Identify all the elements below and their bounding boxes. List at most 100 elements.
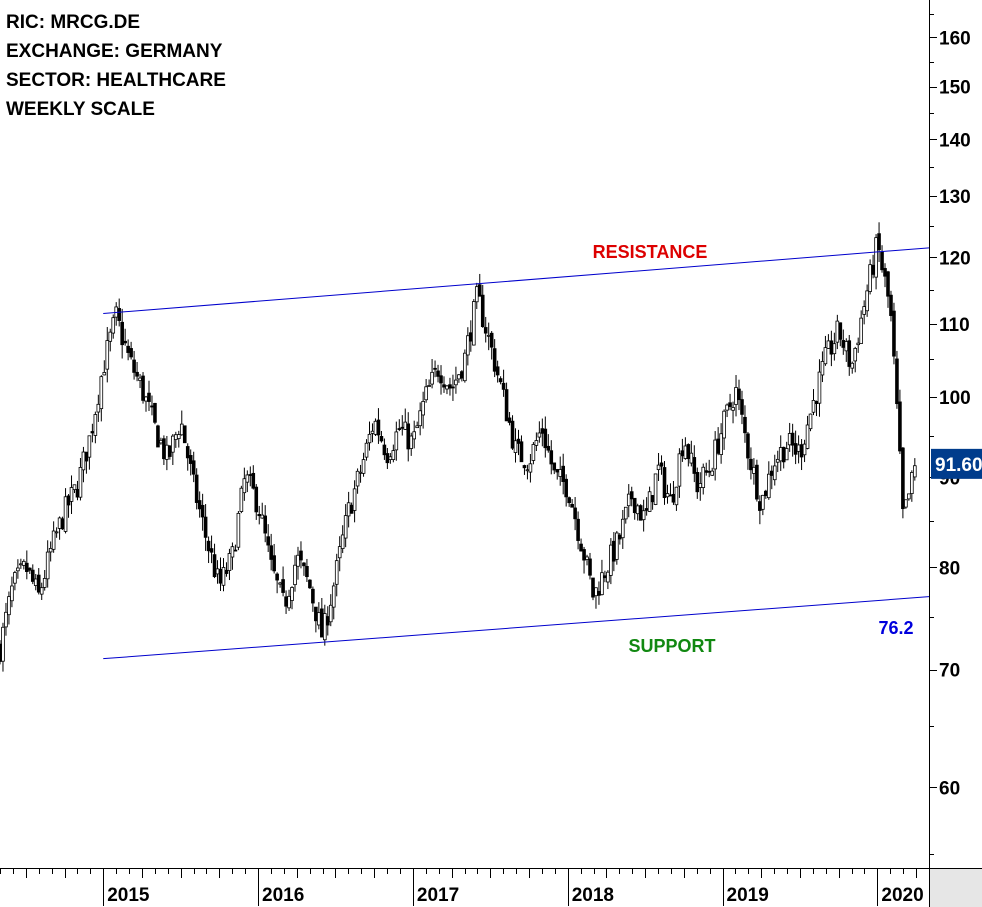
candle-body <box>722 410 726 439</box>
candle <box>263 505 268 543</box>
y-tick-label: 150 <box>939 78 971 99</box>
candle-body <box>10 585 14 602</box>
candle <box>686 443 691 467</box>
candle <box>913 458 917 481</box>
candle-body <box>850 362 855 369</box>
candle <box>16 559 20 579</box>
candle-body <box>689 452 694 464</box>
candle-body <box>588 558 592 576</box>
candle-body <box>215 568 220 575</box>
candle <box>579 538 583 552</box>
candle-body <box>242 478 247 494</box>
candle <box>424 379 428 403</box>
candle-body <box>442 384 446 388</box>
candle-body <box>111 317 116 334</box>
candle <box>239 485 244 514</box>
candle-body <box>856 342 860 346</box>
candle-body <box>323 613 327 641</box>
candle-body <box>755 464 759 500</box>
x-tick-label: 2019 <box>727 885 769 906</box>
candle <box>772 454 777 486</box>
candle <box>692 445 697 483</box>
candle <box>409 432 414 456</box>
candle-body <box>469 332 473 342</box>
candle <box>534 432 539 451</box>
candle-body <box>486 334 491 337</box>
candle-body <box>650 495 655 503</box>
candle <box>516 429 521 456</box>
candle-body <box>287 595 291 609</box>
candle <box>153 402 157 425</box>
x-tick-label: 2020 <box>881 885 923 906</box>
candle <box>767 461 771 500</box>
candle <box>337 536 342 572</box>
candle <box>877 222 881 262</box>
candle <box>364 439 369 461</box>
candle-body <box>877 233 881 251</box>
support-line <box>103 596 930 660</box>
candle <box>436 364 440 383</box>
candle <box>811 389 816 416</box>
candle <box>287 589 291 611</box>
candle-body <box>784 448 789 461</box>
low-value-label: 76.2 <box>878 618 913 638</box>
candle-body <box>576 518 580 541</box>
candle <box>379 430 384 443</box>
candle-body <box>820 361 825 376</box>
candle-body <box>436 370 440 377</box>
candle-body <box>677 453 682 487</box>
candle-body <box>194 474 199 503</box>
candle <box>501 369 506 397</box>
candle <box>808 413 813 432</box>
candle <box>78 457 83 501</box>
candle <box>656 452 661 481</box>
candle-body <box>600 572 604 596</box>
candle-body <box>138 377 142 381</box>
candle <box>874 234 878 290</box>
candle-body <box>525 469 530 472</box>
candle-body <box>105 340 110 370</box>
candle-body <box>662 467 667 498</box>
candle <box>54 527 59 538</box>
candle-body <box>314 606 318 622</box>
candle <box>552 462 557 475</box>
candle <box>677 448 682 498</box>
candle <box>156 424 160 448</box>
candle-body <box>430 371 434 385</box>
candle <box>87 435 92 470</box>
candle-body <box>123 340 127 344</box>
candle-body <box>188 455 193 464</box>
candle-body <box>668 494 673 497</box>
candle-body <box>847 340 852 367</box>
candle-body <box>626 493 631 507</box>
candle <box>451 374 455 401</box>
candle-body <box>63 496 68 532</box>
candle-body <box>328 604 333 623</box>
candle <box>108 328 113 352</box>
candle <box>847 334 852 376</box>
candle-body <box>269 545 273 560</box>
candle-body <box>397 428 402 430</box>
y-tick-label: 160 <box>939 28 971 49</box>
candle <box>561 453 565 495</box>
candle <box>910 470 914 502</box>
candle-body <box>302 562 306 567</box>
candle-body <box>641 510 646 521</box>
candle <box>221 558 226 592</box>
candle-body <box>561 465 565 482</box>
candle <box>492 339 497 378</box>
candle <box>805 415 810 450</box>
candle <box>850 361 855 374</box>
candle-body <box>445 385 449 390</box>
scale-label: WEEKLY SCALE <box>6 99 155 120</box>
candle <box>418 402 422 436</box>
candle <box>722 409 726 450</box>
candle-body <box>674 486 679 506</box>
candle-body <box>895 358 899 405</box>
candle-body <box>886 271 890 297</box>
candle-body <box>737 388 741 401</box>
candle <box>194 468 199 510</box>
candle-body <box>248 474 253 476</box>
candle-body <box>615 532 619 560</box>
candle-body <box>185 446 190 459</box>
